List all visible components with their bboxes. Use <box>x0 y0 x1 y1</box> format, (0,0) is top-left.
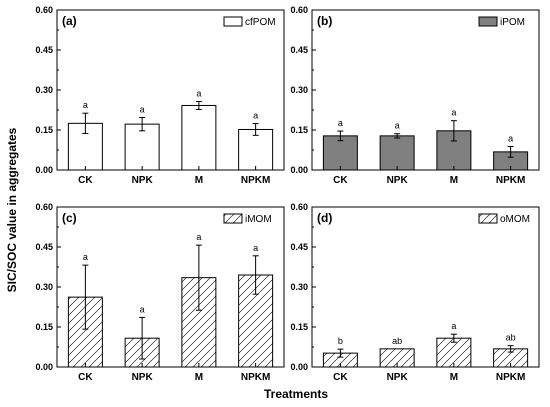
panel-label: (b) <box>317 14 332 28</box>
y-tick-label: 0.30 <box>290 85 308 95</box>
legend-swatch <box>478 16 498 27</box>
y-tick-label: 0.30 <box>35 282 53 292</box>
panel-a: 0.00 0.15 0.30 0.45 0.60 a CK a NPK a Ma NPKM (a) cfP… <box>35 5 285 186</box>
x-tick-label: CK <box>333 372 348 383</box>
y-tick-label: 0.60 <box>290 5 308 15</box>
significance-letter: a <box>83 252 88 262</box>
y-tick-label: 0.45 <box>290 242 308 252</box>
x-tick-label: NPKM <box>241 372 270 383</box>
significance-letter: a <box>395 121 400 131</box>
x-tick-label: CK <box>78 372 93 383</box>
x-tick-label: M <box>195 372 203 383</box>
y-tick-label: 0.30 <box>35 85 53 95</box>
y-tick-label: 0.15 <box>35 125 53 135</box>
significance-letter: a <box>140 104 145 114</box>
x-tick-label: M <box>450 372 458 383</box>
significance-letter: a <box>196 232 201 242</box>
y-axis-title: SIC/SOC value in aggregates <box>5 127 19 292</box>
panel-label: (d) <box>317 211 332 225</box>
x-tick-label: NPK <box>132 175 154 186</box>
x-axis-title: Treatments <box>264 387 328 401</box>
significance-letter: a <box>83 100 88 110</box>
significance-letter: ab <box>392 336 402 346</box>
significance-letter: a <box>253 111 258 121</box>
x-tick-label: NPK <box>132 372 154 383</box>
bar <box>181 104 217 171</box>
significance-letter: a <box>451 321 456 331</box>
plot-frame <box>311 206 540 368</box>
significance-letter: a <box>508 134 513 144</box>
legend-label: cfPOM <box>245 17 276 28</box>
y-tick-label: 0.00 <box>35 362 53 372</box>
y-tick-label: 0.45 <box>290 45 308 55</box>
y-tick-label: 0.30 <box>290 282 308 292</box>
y-tick-label: 0.45 <box>35 45 53 55</box>
x-tick-label: CK <box>333 175 348 186</box>
panel-label: (a) <box>62 14 77 28</box>
y-tick-label: 0.45 <box>35 242 53 252</box>
x-tick-label: M <box>195 175 203 186</box>
y-tick-label: 0.60 <box>290 202 308 212</box>
x-tick-label: CK <box>78 175 93 186</box>
x-tick-label: NPKM <box>496 372 525 383</box>
y-tick-label: 0.15 <box>35 322 53 332</box>
significance-letter: a <box>253 243 258 253</box>
legend-swatch <box>478 213 498 224</box>
x-tick-label: M <box>450 175 458 186</box>
legend-swatch <box>223 213 243 224</box>
bar <box>379 135 415 171</box>
panel-label: (c) <box>62 211 77 225</box>
x-tick-label: NPK <box>387 175 409 186</box>
y-tick-label: 0.60 <box>35 202 53 212</box>
legend-label: iMOM <box>245 214 272 225</box>
significance-letter: a <box>338 118 343 128</box>
legend-label: iPOM <box>500 17 525 28</box>
significance-letter: a <box>196 88 201 98</box>
x-tick-label: NPKM <box>241 175 270 186</box>
legend-swatch <box>223 16 243 27</box>
significance-letter: b <box>338 336 343 346</box>
y-tick-label: 0.00 <box>290 165 308 175</box>
panel-b: 0.00 0.15 0.30 0.45 0.60 a CK a NPK a Ma NPKM (b) iPO… <box>290 5 540 186</box>
y-tick-label: 0.60 <box>35 5 53 15</box>
panel-d: 0.00 0.15 0.30 0.45 0.60 b CK ab NPK a Mab NPKM (d) o… <box>290 202 540 383</box>
y-tick-label: 0.00 <box>290 362 308 372</box>
significance-letter: a <box>140 304 145 314</box>
x-tick-label: NPKM <box>496 175 525 186</box>
significance-letter: ab <box>506 333 516 343</box>
y-tick-label: 0.15 <box>290 322 308 332</box>
panel-c: 0.00 0.15 0.30 0.45 0.60 a CK a NPK a Ma NPKM (c) iMO… <box>35 202 285 383</box>
y-tick-label: 0.15 <box>290 125 308 135</box>
x-tick-label: NPK <box>387 372 409 383</box>
significance-letter: a <box>451 108 456 118</box>
legend-label: oMOM <box>500 214 530 225</box>
y-tick-label: 0.00 <box>35 165 53 175</box>
